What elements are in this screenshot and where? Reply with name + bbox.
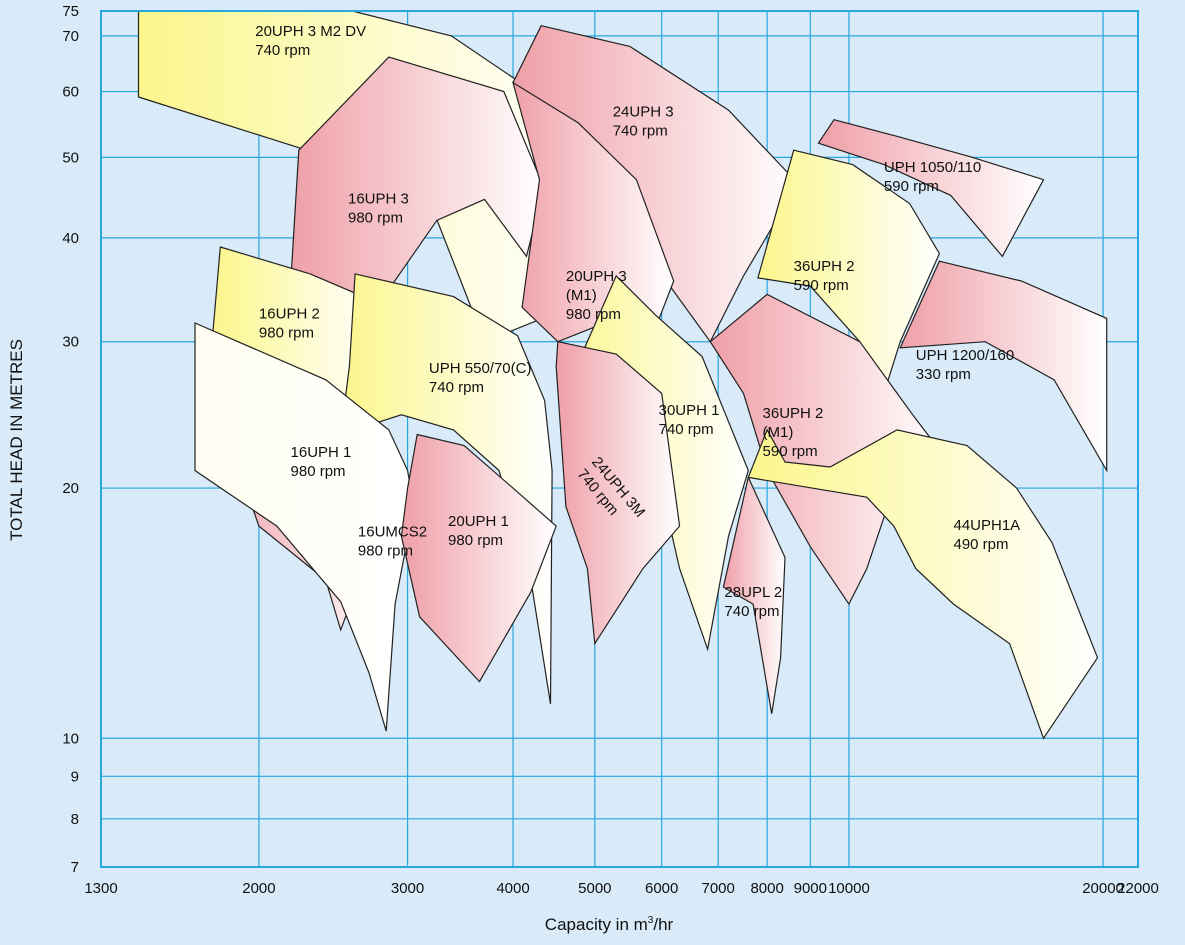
pump-label-line: 30UPH 1: [659, 402, 720, 419]
y-tick-label: 8: [71, 811, 79, 828]
y-tick-label: 60: [62, 84, 79, 101]
x-tick-label: 1300: [84, 880, 117, 897]
pump-label-line: 20UPH 1: [448, 513, 509, 530]
x-axis-title-main: Capacity in m: [545, 915, 648, 934]
pump-label-line: 20UPH 3: [566, 268, 627, 285]
x-tick-label: 2000: [242, 880, 275, 897]
pump-label-line: 24UPH 3: [613, 103, 674, 120]
pump-label-line: (M1): [566, 287, 597, 304]
pump-label-line: 16UMCS2: [358, 523, 427, 540]
x-axis-title-suffix: /hr: [653, 915, 673, 934]
x-tick-label: 5000: [578, 880, 611, 897]
x-tick-label: 6000: [645, 880, 678, 897]
pump-label-line: 590 rpm: [884, 178, 939, 195]
y-tick-label: 50: [62, 149, 79, 166]
pump-label-line: 490 rpm: [953, 536, 1008, 553]
pump-label-line: 330 rpm: [916, 366, 971, 383]
pump-label-line: 590 rpm: [794, 277, 849, 294]
x-tick-label: 10000: [828, 880, 870, 897]
x-tick-label: 3000: [391, 880, 424, 897]
y-tick-label: 40: [62, 230, 79, 247]
pump-label-line: UPH 1200/160: [916, 347, 1014, 364]
y-tick-label: 7: [71, 859, 79, 876]
pump-label-line: 36UPH 2: [794, 258, 855, 275]
pump-label-line: 36UPH 2: [763, 405, 824, 422]
y-tick-label: 10: [62, 730, 79, 747]
pump-label-line: 740 rpm: [429, 379, 484, 396]
y-tick-label: 75: [62, 3, 79, 20]
pump-label-line: 740 rpm: [255, 42, 310, 59]
x-tick-label: 22000: [1117, 880, 1159, 897]
pump-label-line: 980 rpm: [348, 209, 403, 226]
pump-label-line: 44UPH1A: [953, 517, 1020, 534]
pump-label-line: 980 rpm: [566, 306, 621, 323]
x-axis-title: Capacity in m3/hr: [545, 915, 674, 934]
pump-label-line: 740 rpm: [724, 603, 779, 620]
x-tick-label: 7000: [702, 880, 735, 897]
y-axis-title: TOTAL HEAD IN METRES: [7, 339, 26, 541]
y-tick-label: 20: [62, 480, 79, 497]
pump-label-line: 980 rpm: [358, 542, 413, 559]
pump-label-line: 16UPH 2: [259, 305, 320, 322]
pump-label-line: 980 rpm: [291, 463, 346, 480]
y-tick-label: 9: [71, 768, 79, 785]
pump-label-line: 980 rpm: [448, 532, 503, 549]
y-tick-label: 30: [62, 334, 79, 351]
pump-label-line: 16UPH 1: [291, 444, 352, 461]
pump-label-line: 28UPL 2: [724, 584, 782, 601]
pump-label-line: (M1): [763, 424, 794, 441]
y-tick-label: 70: [62, 28, 79, 45]
pump-label-line: 16UPH 3: [348, 190, 409, 207]
pump-label: UPH 1200/160 330 rpm: [916, 347, 1014, 383]
pump-label-line: 590 rpm: [763, 443, 818, 460]
pump-region: [748, 430, 1097, 738]
pump-label-line: UPH 1050/110: [884, 159, 981, 176]
pump-label-line: 980 rpm: [259, 324, 314, 341]
pump-label-line: 740 rpm: [613, 122, 668, 139]
x-tick-label: 8000: [750, 880, 783, 897]
pump-label-line: 740 rpm: [659, 421, 714, 438]
pump-label-line: UPH 550/70(C): [429, 360, 532, 377]
pump-label-line: 20UPH 3 M2 DV: [255, 23, 366, 40]
x-tick-label: 9000: [794, 880, 827, 897]
x-tick-label: 4000: [496, 880, 529, 897]
